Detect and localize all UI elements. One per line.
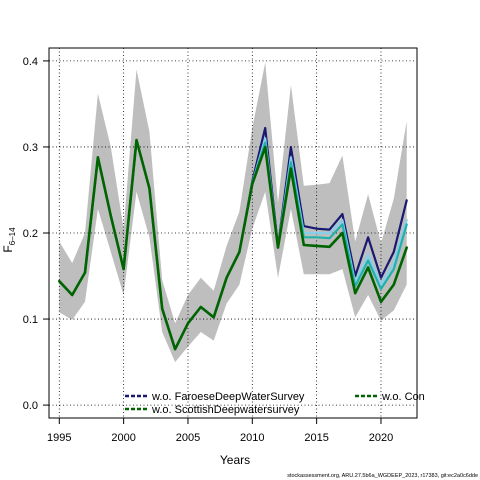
series-layer	[57, 126, 409, 351]
confidence-band	[59, 62, 407, 363]
y-tick-label: 0.3	[23, 142, 38, 154]
x-tick-label: 2005	[176, 432, 200, 444]
x-tick-label: 2010	[240, 432, 264, 444]
grid-layer	[49, 48, 417, 418]
axis-layer: 1995 2000 2005 2010 2015 2020 0.0 0.1 0.2 0.3 0.4	[23, 56, 394, 444]
legend-label: w.o. FaroeseDeepWaterSurvey	[151, 391, 305, 403]
y-tick-label: 0.1	[23, 314, 38, 326]
series-line-4	[57, 138, 409, 351]
y-axis-title: F6–14	[1, 227, 17, 253]
source-footnote: stockassessment.org, ARU.27.5b6a_WGDEEP_…	[287, 473, 478, 479]
legend-label: w.o. Con	[381, 391, 425, 403]
y-axis-title-main: F	[1, 245, 15, 252]
x-tick-label: 2015	[304, 432, 328, 444]
x-tick-label: 2000	[111, 432, 135, 444]
y-tick-label: 0.4	[23, 56, 38, 68]
x-axis-title: Years	[220, 453, 250, 467]
x-tick-label: 1995	[47, 432, 71, 444]
y-tick-label: 0.2	[23, 228, 38, 240]
confidence-band-layer	[59, 62, 407, 363]
y-tick-label: 0.0	[23, 400, 38, 412]
x-tick-label: 2020	[369, 432, 393, 444]
legend-label: w.o. ScottishDeepwatersurvey	[151, 404, 300, 416]
y-axis-title-subscript: 6–14	[8, 227, 17, 245]
